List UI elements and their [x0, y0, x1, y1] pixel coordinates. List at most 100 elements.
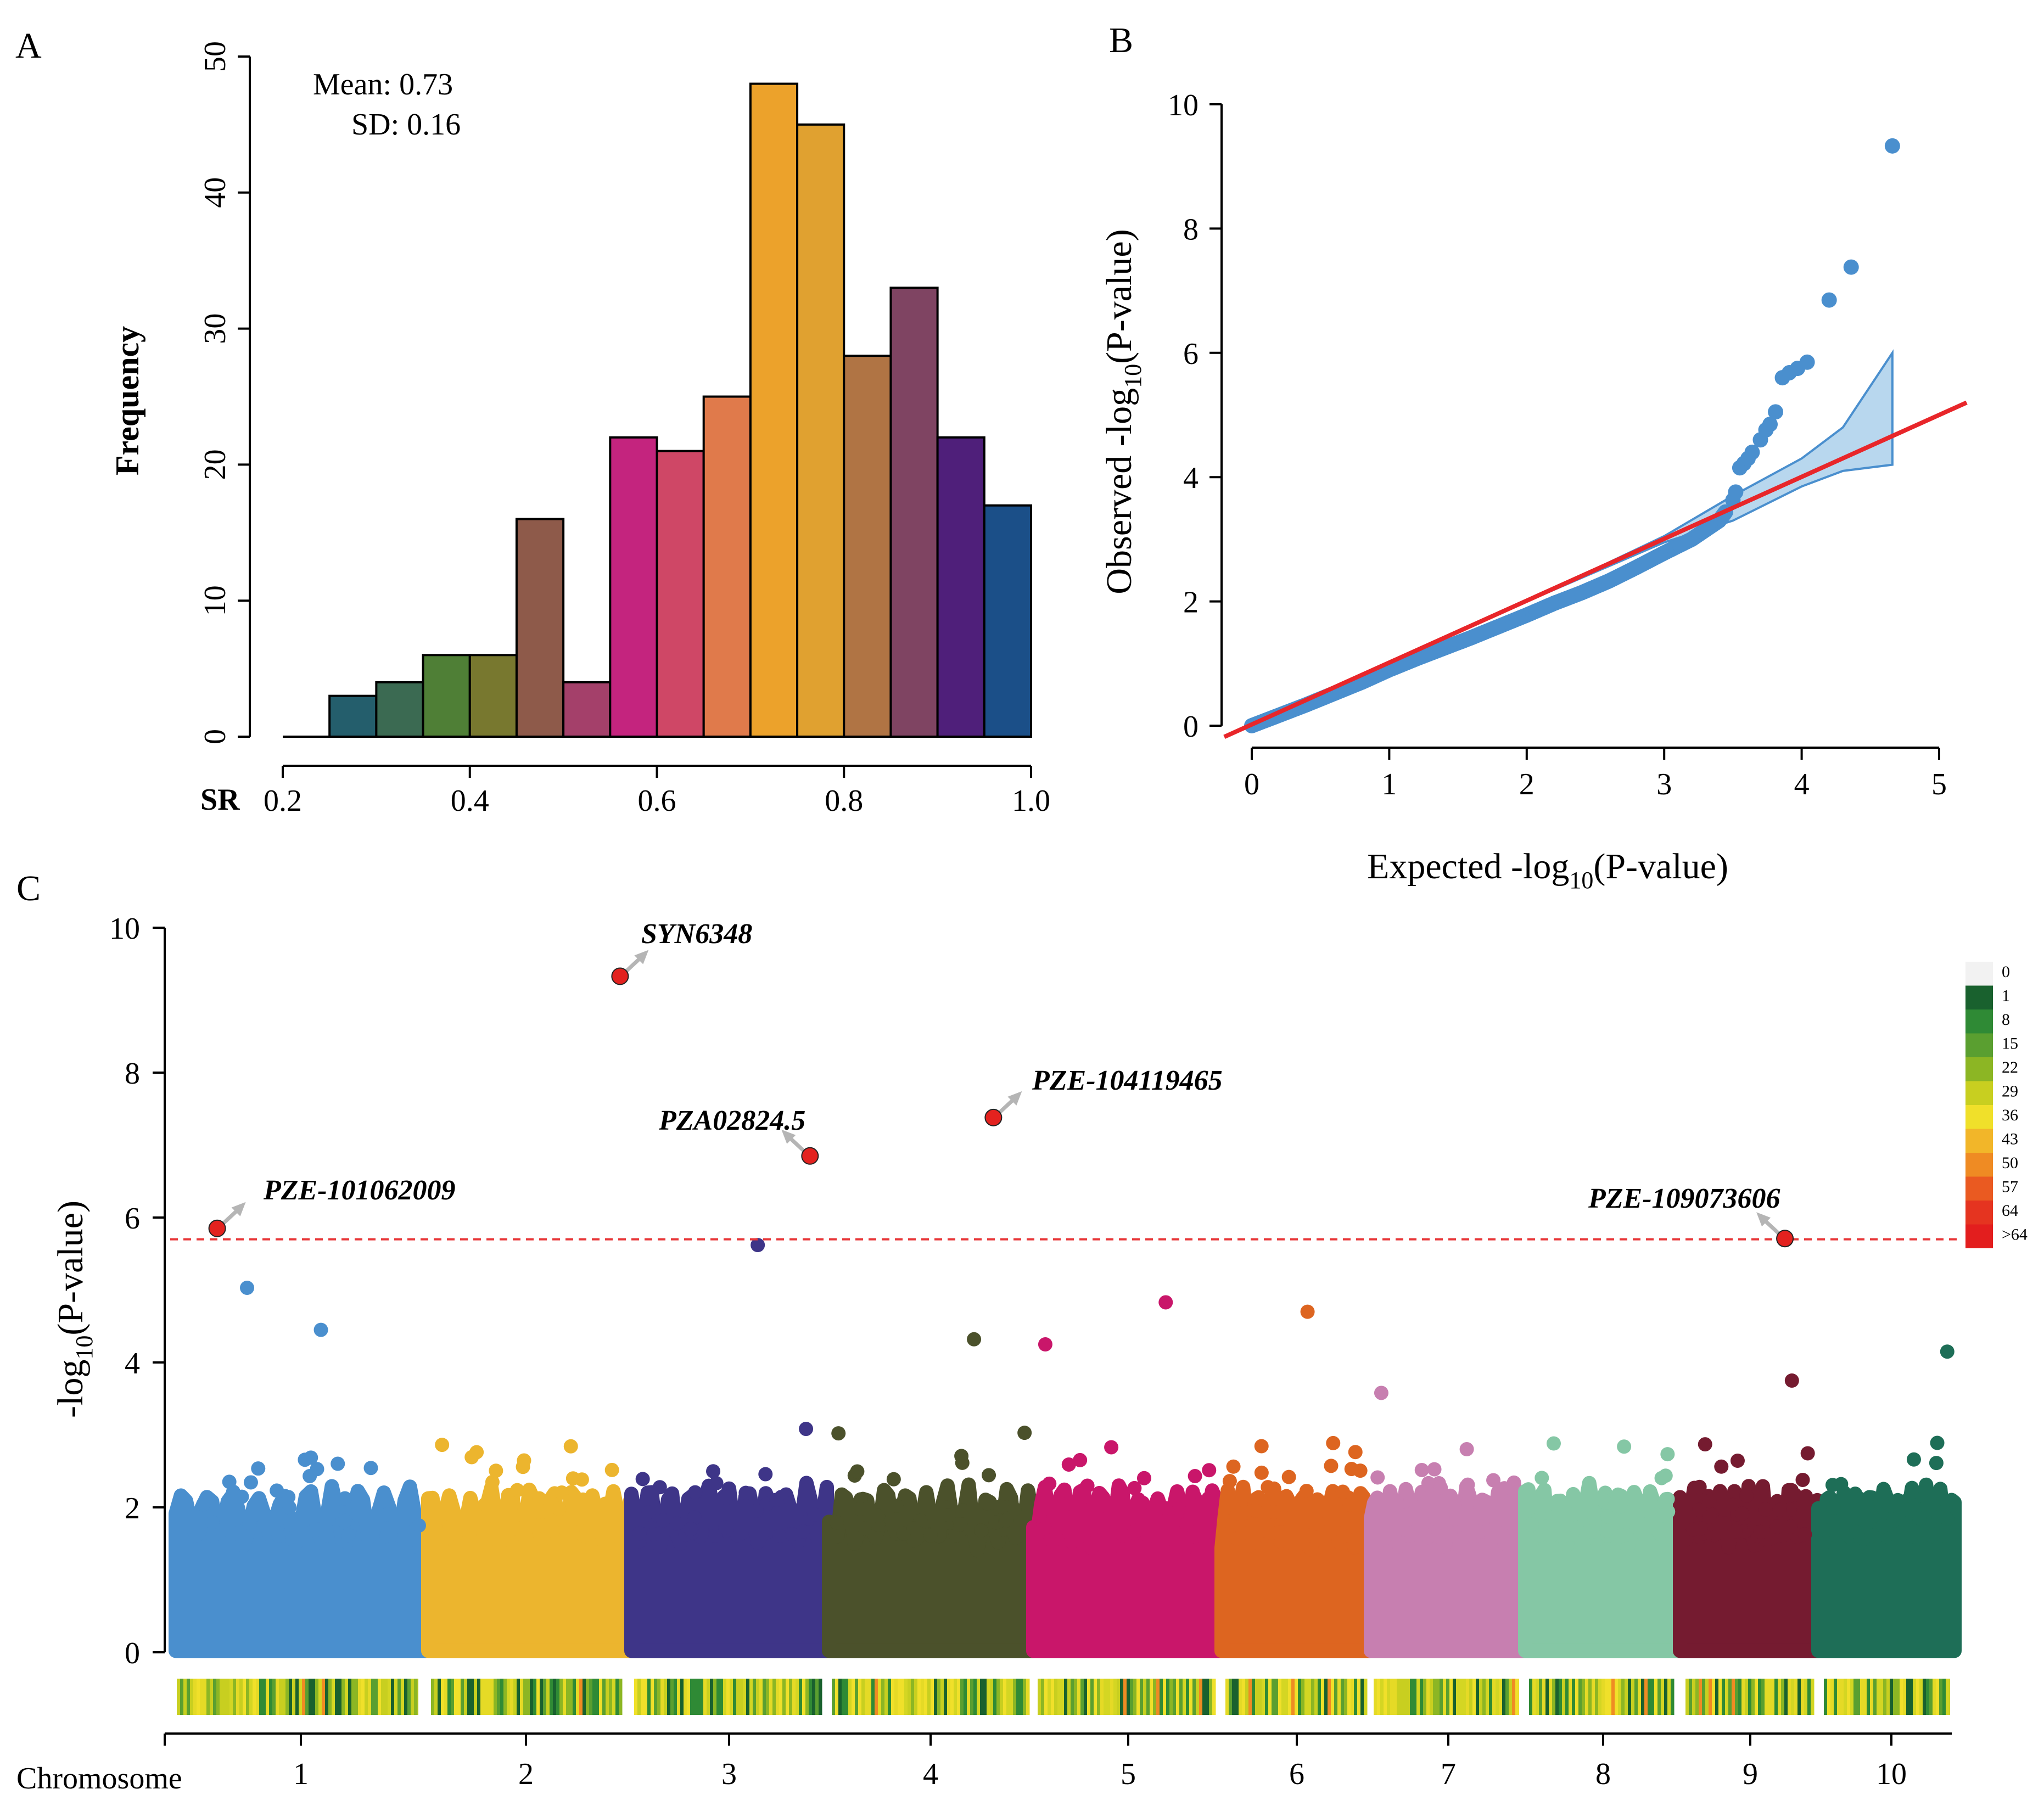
- snp-point: [1931, 1510, 1946, 1524]
- density-legend-label: 64: [2002, 1202, 2018, 1220]
- density-cell: [1212, 1679, 1216, 1715]
- density-cell: [1644, 1679, 1648, 1715]
- density-cell: [1801, 1679, 1805, 1715]
- snp-point: [1860, 1499, 1875, 1513]
- density-cell: [1870, 1679, 1874, 1715]
- density-cell: [487, 1679, 491, 1715]
- snp-point: [596, 1526, 611, 1541]
- snp-label-arrowhead: [634, 950, 649, 964]
- histogram-axes: 0.2 0.4 0.6 0.8 1.0 0 10 20 30 40 50: [198, 41, 1050, 818]
- density-cell: [1469, 1679, 1473, 1715]
- snp-point: [1584, 1524, 1599, 1539]
- snp-point: [1849, 1524, 1863, 1539]
- density-cell: [1771, 1679, 1775, 1715]
- density-cell: [1463, 1679, 1466, 1715]
- snp-point: [1735, 1506, 1750, 1521]
- snp-point: [243, 1475, 258, 1490]
- qq-x-tick-label: 5: [1931, 767, 1947, 801]
- density-cell: [325, 1679, 329, 1715]
- density-cell: [1433, 1679, 1437, 1715]
- snp-point: [1336, 1529, 1351, 1544]
- density-cell: [1748, 1679, 1752, 1715]
- qq-x-label-suffix: (P-value): [1593, 846, 1728, 887]
- density-cell: [1545, 1679, 1549, 1715]
- density-cell: [1784, 1679, 1788, 1715]
- density-cell: [733, 1679, 737, 1715]
- density-cell: [1080, 1679, 1084, 1715]
- density-cell: [1741, 1679, 1745, 1715]
- snp-point: [1769, 1519, 1784, 1534]
- density-cell: [276, 1679, 279, 1715]
- snp-point: [1374, 1386, 1388, 1400]
- density-cell: [269, 1679, 273, 1715]
- density-cell: [1728, 1679, 1732, 1715]
- snp-point: [1202, 1463, 1217, 1478]
- density-cell: [1192, 1679, 1196, 1715]
- density-cell: [279, 1679, 283, 1715]
- snp-point: [563, 1439, 578, 1454]
- density-cell: [1077, 1679, 1081, 1715]
- density-cell: [812, 1679, 816, 1715]
- snp-point: [1403, 1492, 1418, 1507]
- density-cell: [1387, 1679, 1391, 1715]
- density-cell: [1863, 1679, 1867, 1715]
- histogram-sd-annotation: SD: 0.16: [351, 108, 461, 142]
- density-cell: [1651, 1679, 1655, 1715]
- density-cell: [1061, 1679, 1065, 1715]
- density-cell: [619, 1679, 623, 1715]
- density-cell: [1555, 1679, 1559, 1715]
- snp-point: [575, 1492, 590, 1507]
- density-cell: [884, 1679, 888, 1715]
- snp-point: [830, 1515, 844, 1530]
- density-cell: [1529, 1679, 1533, 1715]
- density-cell: [1562, 1679, 1566, 1715]
- density-cell: [1877, 1679, 1880, 1715]
- histogram-x-tick-label: 0.4: [451, 784, 489, 818]
- density-cell: [950, 1679, 954, 1715]
- density-cell: [1321, 1679, 1325, 1715]
- snp-point: [1486, 1473, 1501, 1488]
- snp-point: [282, 1500, 297, 1515]
- density-cell: [1074, 1679, 1078, 1715]
- snp-point: [1370, 1470, 1385, 1485]
- snp-point: [234, 1489, 249, 1504]
- density-cell: [1318, 1679, 1321, 1715]
- density-cell: [312, 1679, 316, 1715]
- density-cell: [1837, 1679, 1841, 1715]
- density-cell: [1153, 1679, 1157, 1715]
- manhattan-y-tick-label: 6: [125, 1202, 140, 1236]
- snp-point: [1906, 1452, 1921, 1467]
- density-cell: [1449, 1679, 1453, 1715]
- density-cell: [1702, 1679, 1706, 1715]
- snp-point: [1826, 1500, 1841, 1515]
- snp-point: [1875, 1518, 1890, 1533]
- manhattan-y-tick-label: 4: [125, 1347, 140, 1381]
- snp-point: [1692, 1479, 1707, 1494]
- snp-point: [1714, 1459, 1729, 1474]
- density-cell: [484, 1679, 488, 1715]
- density-cell: [1407, 1679, 1410, 1715]
- snp-point: [1061, 1457, 1076, 1472]
- chromosome-3-snp-band: [624, 1476, 834, 1658]
- density-cell: [457, 1679, 461, 1715]
- snp-point: [796, 1524, 810, 1539]
- density-cell: [1768, 1679, 1772, 1715]
- density-cell: [391, 1679, 395, 1715]
- density-cell: [749, 1679, 753, 1715]
- density-cell: [654, 1679, 658, 1715]
- density-cell: [1410, 1679, 1414, 1715]
- density-cell: [1667, 1679, 1671, 1715]
- density-legend: 0 1 8 15 22 29 36 43 50 57 64 >64: [1965, 962, 2028, 1248]
- snp-point: [1460, 1477, 1475, 1492]
- histogram-bar: [515, 518, 565, 738]
- density-cell: [1252, 1679, 1256, 1715]
- density-cell: [1384, 1679, 1387, 1715]
- density-legend-swatch: [1965, 1176, 1993, 1201]
- snp-point: [1795, 1472, 1810, 1487]
- snp-point: [1348, 1445, 1363, 1460]
- density-cell: [1489, 1679, 1493, 1715]
- snp-point: [535, 1518, 550, 1533]
- density-cell: [1611, 1679, 1615, 1715]
- qq-y-tick-label: 2: [1183, 586, 1199, 620]
- snp-point: [1546, 1436, 1561, 1451]
